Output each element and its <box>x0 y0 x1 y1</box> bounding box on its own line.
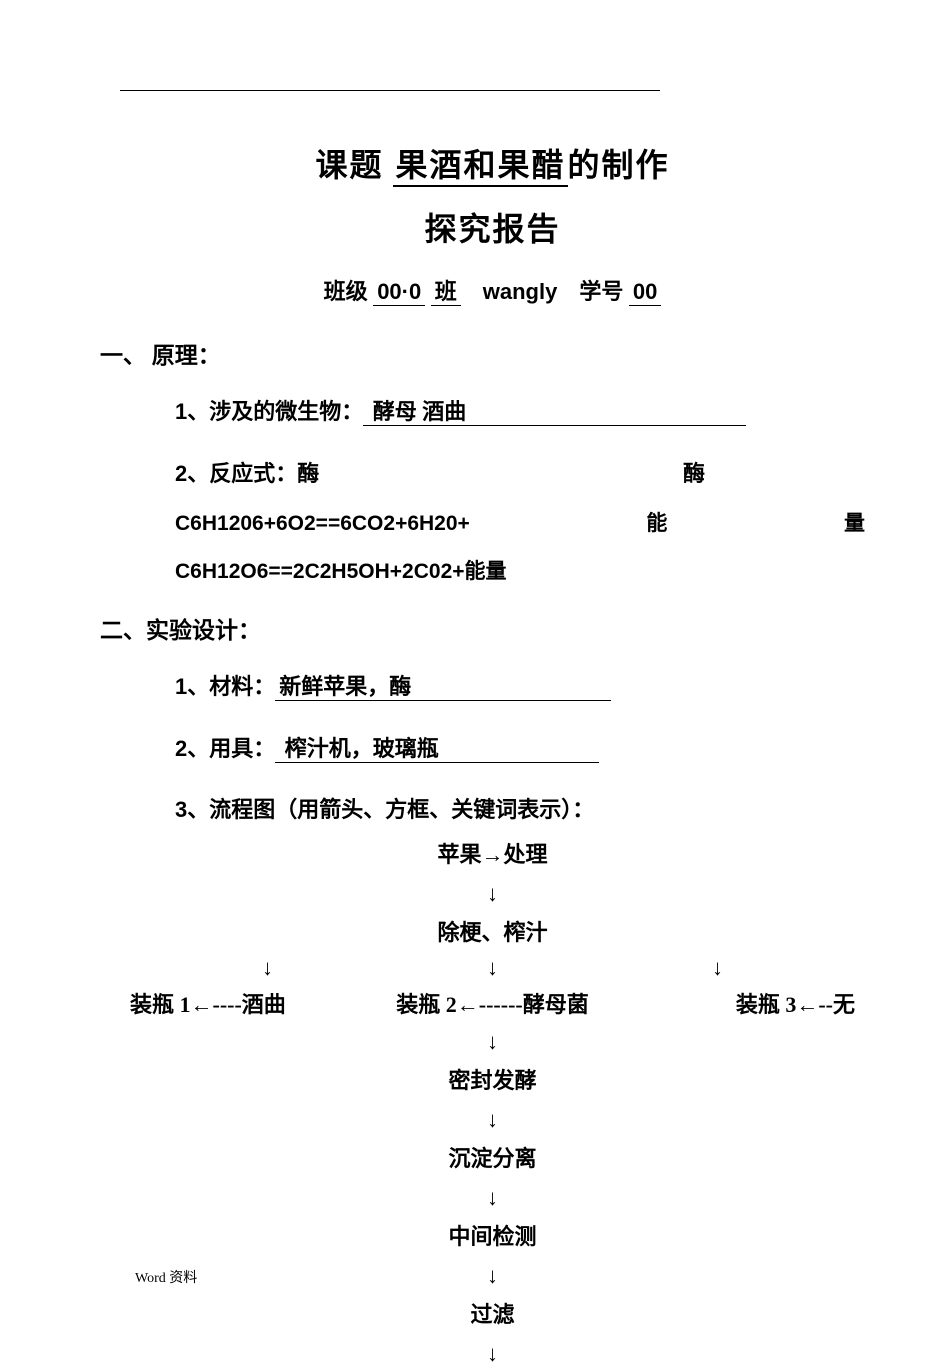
formula-1-t2: 量 <box>844 507 865 537</box>
id-label: 学号 <box>579 279 623 304</box>
formula-2-a: C6H12O6==2C2H5OH+2C02+ <box>175 560 465 584</box>
s2-item1-label: 、材料： <box>187 674 275 699</box>
flow-node-6: 过滤 <box>120 1298 865 1331</box>
flow-node-1: 苹果→处理 <box>120 838 865 871</box>
s2-item3: 3、流程图（用箭头、方框、关键词表示）： <box>175 790 865 830</box>
flow-split-arrows: ↓ ↓ ↓ <box>120 955 865 981</box>
formula-2-b: 能量 <box>465 555 507 585</box>
s2-item1: 1、材料：新鲜苹果，酶 <box>175 667 865 707</box>
flow-branch-2: 装瓶 2←------酵母菌 <box>372 987 614 1019</box>
flow-arrow-5: ↓ <box>120 1259 865 1292</box>
flow-arrow-2: ↓ <box>120 1025 865 1058</box>
section-2-heading: 二、实验设计： <box>100 611 865 645</box>
class-value: 00·0 <box>373 279 425 306</box>
s2-item1-value: 新鲜苹果，酶 <box>275 674 611 701</box>
s1-item1: 1、涉及的微生物： 酵母 酒曲 <box>175 392 865 432</box>
flow-arrow-left: ↓ <box>155 955 380 981</box>
id-value: 00 <box>629 279 661 306</box>
flow-arrow-3: ↓ <box>120 1103 865 1136</box>
title-suffix: 的制作 <box>568 147 670 183</box>
class-label: 班级 <box>324 279 368 304</box>
document-title: 课题 果酒和果醋的制作 <box>120 140 865 186</box>
s2-item2: 2、用具： 榨汁机，玻璃瓶 <box>175 729 865 769</box>
s2-item3-label: 、流程图（用箭头、方框、关键词表示）： <box>187 797 594 822</box>
document-subtitle: 探究报告 <box>120 204 865 250</box>
flow-arrow-4: ↓ <box>120 1181 865 1214</box>
flowchart: 苹果→处理 ↓ 除梗、榨汁 ↓ ↓ ↓ 装瓶 1←----酒曲 装瓶 2←---… <box>120 838 865 1370</box>
s2-item2-label: 、用具： <box>187 736 275 761</box>
flow-arrow-6: ↓ <box>120 1337 865 1370</box>
flow-arrow-mid: ↓ <box>380 955 605 981</box>
s1-item2-mid: 酶 <box>683 454 705 494</box>
s1-item1-label: 、涉及的微生物： <box>187 399 363 424</box>
s2-item2-num: 2 <box>175 736 187 761</box>
formula-1-row: C6H1206+6O2==6CO2+6H20+ 能 量 <box>175 507 865 537</box>
flow-branch-1: 装瓶 1←----酒曲 <box>130 987 372 1019</box>
s1-item2: 2、反应式：酶 酶 <box>175 454 865 494</box>
s1-item1-value: 酵母 酒曲 <box>363 399 746 426</box>
s1-item1-num: 1 <box>175 399 187 424</box>
s2-item2-value: 榨汁机，玻璃瓶 <box>275 736 599 763</box>
s1-item2-num: 2 <box>175 461 187 486</box>
section-1-heading: 一、 原理： <box>100 336 865 370</box>
formula-1-t1: 能 <box>646 507 667 537</box>
title-prefix: 课题 <box>315 147 383 183</box>
flow-node-2: 除梗、榨汁 <box>120 916 865 949</box>
flow-branches: 装瓶 1←----酒曲 装瓶 2←------酵母菌 装瓶 3←--无 <box>120 987 865 1019</box>
s2-item1-num: 1 <box>175 674 187 699</box>
flow-arrow-right: ↓ <box>605 955 830 981</box>
formula-1: C6H1206+6O2==6CO2+6H20+ <box>175 512 470 536</box>
student-name: wangly <box>483 279 558 304</box>
title-main: 果酒和果醋 <box>393 147 567 187</box>
s1-item2-label: 、反应式：酶 <box>187 461 319 486</box>
flow-branch-3: 装瓶 3←--无 <box>613 987 855 1019</box>
meta-row: 班级 00·0 班 wangly 学号 00 <box>120 274 865 306</box>
page-content: 课题 果酒和果醋的制作 探究报告 班级 00·0 班 wangly 学号 00 … <box>120 90 865 1370</box>
flow-node-3: 密封发酵 <box>120 1064 865 1097</box>
flow-node-4: 沉淀分离 <box>120 1142 865 1175</box>
flow-arrow-1: ↓ <box>120 877 865 910</box>
flow-node-5: 中间检测 <box>120 1220 865 1253</box>
formula-2-row: C6H12O6==2C2H5OH+2C02+能量 <box>175 555 865 585</box>
footer-text: Word 资料 <box>135 1267 197 1287</box>
class-suffix: 班 <box>431 279 461 306</box>
s2-item3-num: 3 <box>175 797 187 822</box>
